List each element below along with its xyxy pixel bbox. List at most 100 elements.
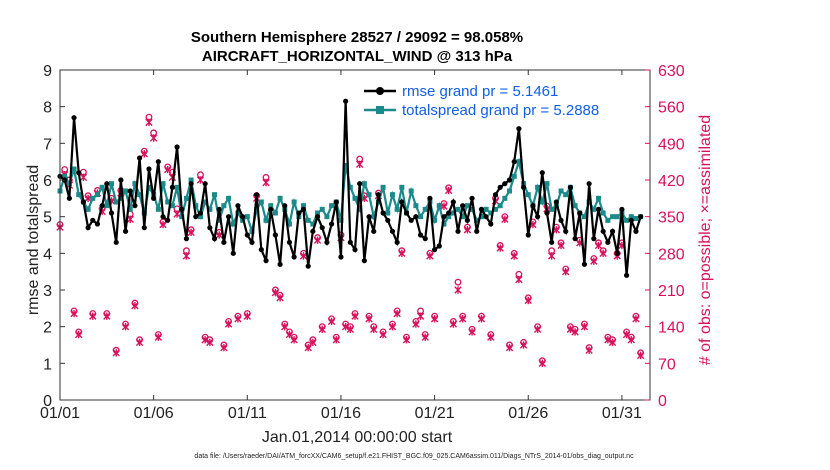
obs-assimilated-point xyxy=(505,343,514,352)
rmse-point xyxy=(94,221,101,227)
rmse-point xyxy=(502,181,508,187)
rmse-point xyxy=(441,214,447,220)
obs-assimilated-point xyxy=(332,336,340,344)
rmse-point xyxy=(619,206,625,212)
obs-assimilated-point xyxy=(103,312,111,320)
rmse-point xyxy=(300,206,307,212)
rmse-point xyxy=(146,166,152,172)
totalspread-point xyxy=(595,195,601,201)
totalspread-point xyxy=(525,192,531,198)
rmse-point xyxy=(235,203,241,209)
obs-assimilated-point xyxy=(149,134,158,142)
rmse-point xyxy=(230,250,236,256)
totalspread-point xyxy=(455,206,461,212)
obs-assimilated-point xyxy=(224,320,233,328)
rmse-point xyxy=(403,210,410,216)
obs-assimilated-point xyxy=(388,322,397,331)
rmse-point xyxy=(417,232,424,238)
rmse-point xyxy=(525,232,531,238)
obs-assimilated-point xyxy=(571,328,579,336)
obs-assimilated-point xyxy=(84,194,92,203)
rmse-point xyxy=(455,228,461,234)
obs-assimilated-point xyxy=(562,267,570,276)
obs-assimilated-point xyxy=(515,275,523,284)
totalspread-point xyxy=(160,181,166,187)
totalspread-point xyxy=(118,195,124,201)
obs-assimilated-point xyxy=(370,325,378,333)
totalspread-point xyxy=(272,210,278,216)
legend-spread-label: totalspread grand pr = 5.2888 xyxy=(402,102,599,119)
rmse-point xyxy=(314,214,321,220)
totalspread-point xyxy=(389,192,395,198)
obs-assimilated-point xyxy=(89,312,97,320)
rmse-point xyxy=(464,217,470,223)
totalspread-point xyxy=(343,162,349,168)
obs-assimilated-point xyxy=(608,338,617,347)
obs-assimilated-point xyxy=(421,333,429,341)
obs-assimilated-point xyxy=(459,315,467,323)
rmse-point xyxy=(333,199,339,205)
y-right-tick-label: 630 xyxy=(658,63,685,80)
rmse-point xyxy=(474,228,480,234)
rmse-point xyxy=(614,250,620,256)
rmse-point xyxy=(282,203,288,209)
rmse-point xyxy=(310,228,316,234)
rmse-point xyxy=(506,177,513,183)
rmse-point xyxy=(151,195,157,201)
obs-assimilated-point xyxy=(243,312,251,320)
totalspread-point xyxy=(605,217,611,223)
totalspread-point xyxy=(179,214,185,220)
x-axis-label: Jan.01,2014 00:00:00 start xyxy=(262,429,453,446)
rmse-point xyxy=(427,195,433,201)
rmse-point xyxy=(520,184,527,190)
totalspread-point xyxy=(132,181,138,187)
rmse-point xyxy=(450,199,456,205)
totalspread-point xyxy=(432,217,438,223)
rmse-point xyxy=(478,206,485,212)
rmse-point xyxy=(188,181,194,187)
rmse-point xyxy=(108,210,115,216)
obs-assimilated-point xyxy=(501,215,509,223)
totalspread-point xyxy=(300,203,306,209)
obs-assimilated-point xyxy=(636,351,645,360)
totalspread-point xyxy=(610,214,616,220)
y-right-tick-label: 350 xyxy=(658,210,685,227)
totalspread-point xyxy=(436,203,442,209)
totalspread-point xyxy=(624,217,630,223)
rmse-point xyxy=(132,203,138,209)
rmse-point xyxy=(516,126,522,132)
y-tick-label: 2 xyxy=(43,320,52,337)
totalspread-point xyxy=(123,188,129,194)
obs-assimilated-point xyxy=(496,244,504,252)
x-tick-label: 01/06 xyxy=(134,405,174,422)
obs-assimilated-point xyxy=(594,241,603,250)
rmse-point xyxy=(183,236,190,242)
rmse-point xyxy=(577,210,583,216)
rmse-point xyxy=(113,239,119,245)
legend-rmse-marker xyxy=(376,87,384,95)
rmse-point xyxy=(511,159,517,165)
totalspread-point xyxy=(310,221,316,227)
chart-title: Southern Hemisphere 28527 / 29092 = 98.0… xyxy=(191,29,523,46)
rmse-point xyxy=(558,217,564,223)
rmse-point xyxy=(104,181,110,187)
rmse-point xyxy=(535,214,541,220)
rmse-point xyxy=(216,206,222,212)
obs-assimilated-point xyxy=(547,252,556,260)
totalspread-point xyxy=(315,210,321,216)
rmse-point xyxy=(623,272,630,278)
obs-assimilated-point xyxy=(580,322,589,331)
y-tick-label: 4 xyxy=(43,246,52,263)
rmse-point xyxy=(76,170,82,176)
rmse-point xyxy=(591,236,597,242)
obs-assimilated-point xyxy=(70,309,78,318)
totalspread-point xyxy=(202,199,208,205)
y-right-tick-label: 280 xyxy=(658,246,685,263)
obs-assimilated-point xyxy=(449,320,458,328)
rmse-point xyxy=(488,221,494,227)
obs-assimilated-point xyxy=(159,220,167,229)
rmse-point xyxy=(324,239,330,245)
rmse-point xyxy=(343,98,349,104)
obs-assimilated-point xyxy=(206,338,214,347)
